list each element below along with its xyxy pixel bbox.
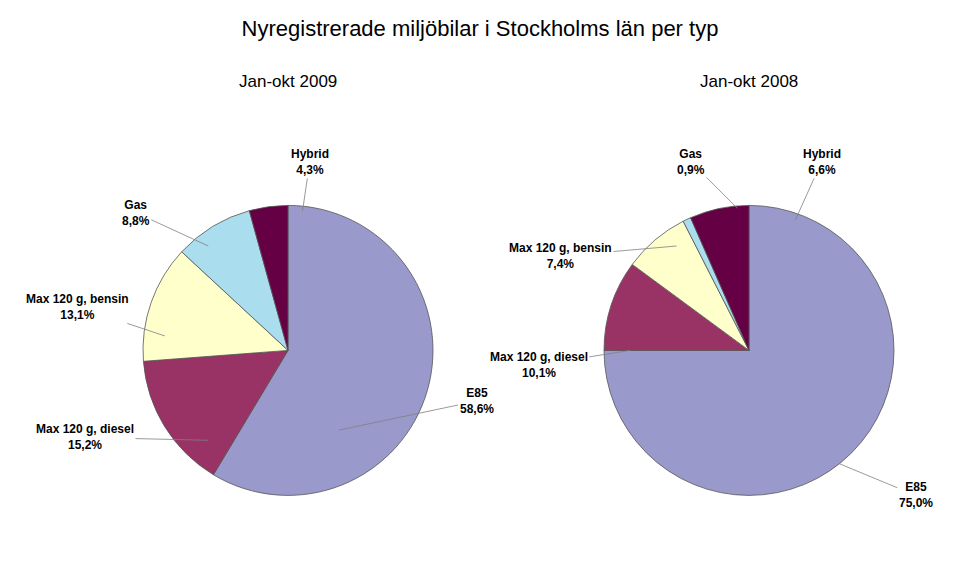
svg-text:Hybrid6,6%: Hybrid6,6% xyxy=(803,147,841,177)
svg-text:E8558,6%: E8558,6% xyxy=(460,386,494,416)
svg-text:Max 120 g, bensin13,1%: Max 120 g, bensin13,1% xyxy=(26,292,129,322)
svg-text:Max 120 g, diesel10,1%: Max 120 g, diesel10,1% xyxy=(490,350,588,380)
svg-text:Max 120 g, bensin7,4%: Max 120 g, bensin7,4% xyxy=(509,241,612,271)
svg-text:Jan-okt 2009: Jan-okt 2009 xyxy=(239,72,337,91)
svg-text:Gas8,8%: Gas8,8% xyxy=(122,198,150,228)
svg-text:Gas0,9%: Gas0,9% xyxy=(677,147,705,177)
svg-text:Jan-okt 2008: Jan-okt 2008 xyxy=(700,72,798,91)
svg-text:Hybrid4,3%: Hybrid4,3% xyxy=(291,147,329,177)
svg-text:Max 120 g, diesel15,2%: Max 120 g, diesel15,2% xyxy=(36,422,134,452)
svg-text:E8575,0%: E8575,0% xyxy=(899,480,933,510)
svg-text:Nyregistrerade miljöbilar i St: Nyregistrerade miljöbilar i Stockholms l… xyxy=(242,16,719,41)
